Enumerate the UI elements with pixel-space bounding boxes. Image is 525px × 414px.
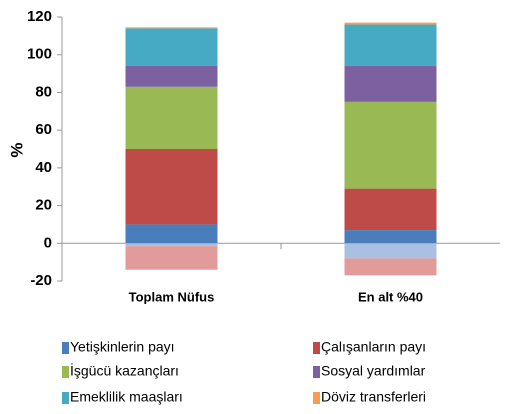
bar-segment (344, 188, 437, 231)
y-tick-label: 120 (27, 8, 52, 25)
y-tick-label: 80 (35, 83, 52, 100)
legend-label: Yetişkinlerin payı (70, 339, 175, 355)
bar-segment (344, 101, 437, 189)
bar-segment (125, 66, 218, 87)
bar-segment (125, 246, 218, 270)
legend-swatch (313, 366, 320, 378)
legend-label: Döviz transferleri (321, 389, 426, 405)
y-tick-label: -20 (30, 272, 52, 289)
legend-swatch (62, 366, 69, 378)
y-tick-label: 100 (27, 46, 52, 63)
legend-label: Sosyal yardımlar (321, 363, 426, 379)
bar-segment (125, 27, 218, 29)
bar-segment (125, 243, 218, 247)
bar-segment (344, 230, 437, 244)
bar-segment (344, 258, 437, 276)
y-tick-label: 60 (35, 121, 52, 138)
legend-swatch (62, 392, 69, 404)
bar-segment (125, 224, 218, 244)
bar-segment (344, 22, 437, 25)
legend-label: Emeklilik maaşları (70, 389, 183, 405)
legend-swatch (313, 392, 320, 404)
legend-label: Çalışanların payı (321, 339, 426, 355)
y-axis-label: % (7, 142, 26, 157)
bar-segment (125, 86, 218, 149)
bar-segment (344, 66, 437, 102)
y-tick-label: 40 (35, 159, 52, 176)
bar-segment (125, 149, 218, 225)
legend-swatch (313, 342, 320, 354)
legend-label: İşgücü kazançları (70, 362, 179, 379)
x-tick-label: En alt %40 (358, 289, 423, 304)
x-tick-label: Toplam Nüfus (129, 289, 215, 304)
bar-segment (344, 243, 437, 259)
legend-swatch (62, 342, 69, 354)
bar-segment (344, 24, 437, 67)
y-tick-label: 0 (44, 234, 52, 251)
y-tick-label: 20 (35, 197, 52, 214)
bar-segment (125, 28, 218, 67)
